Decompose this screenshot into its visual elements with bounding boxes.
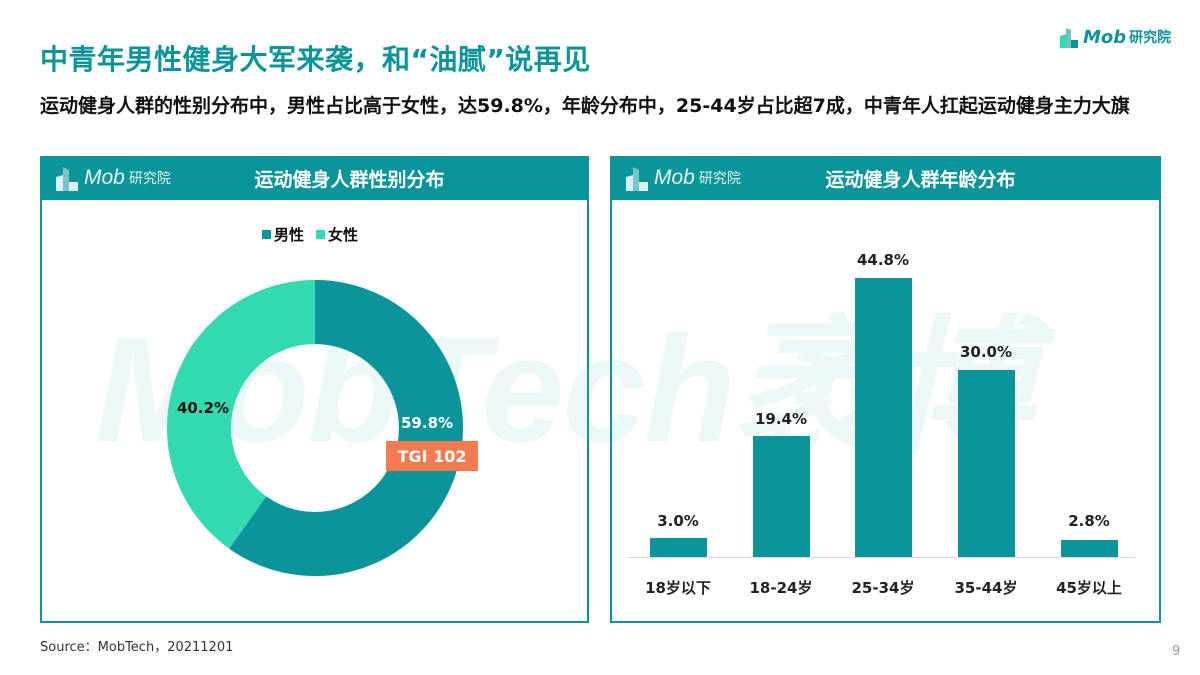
page-title: 中青年男性健身大军来袭，和“油腻”说再见 xyxy=(40,43,591,76)
tgi-badge: TGI 102 xyxy=(386,441,478,471)
panel-logo: Mob 研究院 xyxy=(624,165,774,191)
bar-value-label: 30.0% xyxy=(959,343,1013,361)
bar-18-24 xyxy=(753,436,810,557)
gender-panel-header: Mob 研究院 运动健身人群性别分布 xyxy=(40,156,589,200)
donut-label-male: 59.8% xyxy=(401,414,454,432)
legend-label-female: 女性 xyxy=(328,226,359,244)
donut-label-female: 40.2% xyxy=(177,399,230,417)
age-panel: Mob 研究院 运动健身人群年龄分布 xyxy=(610,156,1161,623)
bar-category-label: 35-44岁 xyxy=(954,579,1018,597)
panel-logo-cn: 研究院 xyxy=(128,171,171,187)
bar-chart-baseline xyxy=(627,557,1135,558)
brand-cn: 研究院 xyxy=(1129,30,1172,46)
panel-logo: Mob 研究院 xyxy=(54,165,204,191)
age-panel-header: Mob 研究院 运动健身人群年龄分布 xyxy=(610,156,1161,200)
brand-latin: Mob xyxy=(1083,26,1127,48)
bar-category-label: 45岁以上 xyxy=(1056,579,1122,597)
bar-category-label: 18-24岁 xyxy=(749,579,813,597)
legend-swatch-female xyxy=(316,230,326,239)
bar-value-label: 2.8% xyxy=(1068,512,1110,530)
bar-45-plus xyxy=(1061,540,1118,557)
age-panel-title: 运动健身人群年龄分布 xyxy=(825,168,1016,191)
building-logo-icon xyxy=(54,165,80,191)
building-logo-icon xyxy=(624,165,650,191)
brand-logo: Mob 研究院 xyxy=(1058,26,1171,48)
bar-under-18 xyxy=(650,538,707,557)
panel-logo-latin: Mob xyxy=(84,166,125,189)
page-number: 9 xyxy=(1172,644,1181,659)
bar-25-34 xyxy=(855,278,912,557)
bar-value-label: 44.8% xyxy=(856,251,910,269)
gender-panel-title: 运动健身人群性别分布 xyxy=(254,168,445,191)
bar-35-44 xyxy=(958,370,1015,557)
legend-label-male: 男性 xyxy=(274,226,305,244)
gender-legend: 男性 女性 xyxy=(262,224,358,245)
gender-donut-chart xyxy=(167,280,463,576)
bar-value-label: 3.0% xyxy=(657,512,699,530)
source-note: Source：MobTech，20211201 xyxy=(40,640,234,655)
legend-item-male: 男性 xyxy=(262,224,304,245)
legend-item-female: 女性 xyxy=(316,224,358,245)
panel-logo-latin: Mob xyxy=(654,166,695,189)
bar-category-label: 18岁以下 xyxy=(645,579,711,597)
legend-swatch-male xyxy=(262,230,271,239)
page-subtitle: 运动健身人群的性别分布中，男性占比高于女性，达59.8%，年龄分布中，25-44… xyxy=(40,95,1130,117)
bar-category-label: 25-34岁 xyxy=(851,579,915,597)
panel-logo-cn: 研究院 xyxy=(698,171,741,187)
donut-segment-male xyxy=(167,280,463,576)
gender-panel: Mob 研究院 运动健身人群性别分布 xyxy=(40,156,589,623)
building-logo-icon xyxy=(1058,26,1080,48)
bar-value-label: 19.4% xyxy=(754,410,808,428)
